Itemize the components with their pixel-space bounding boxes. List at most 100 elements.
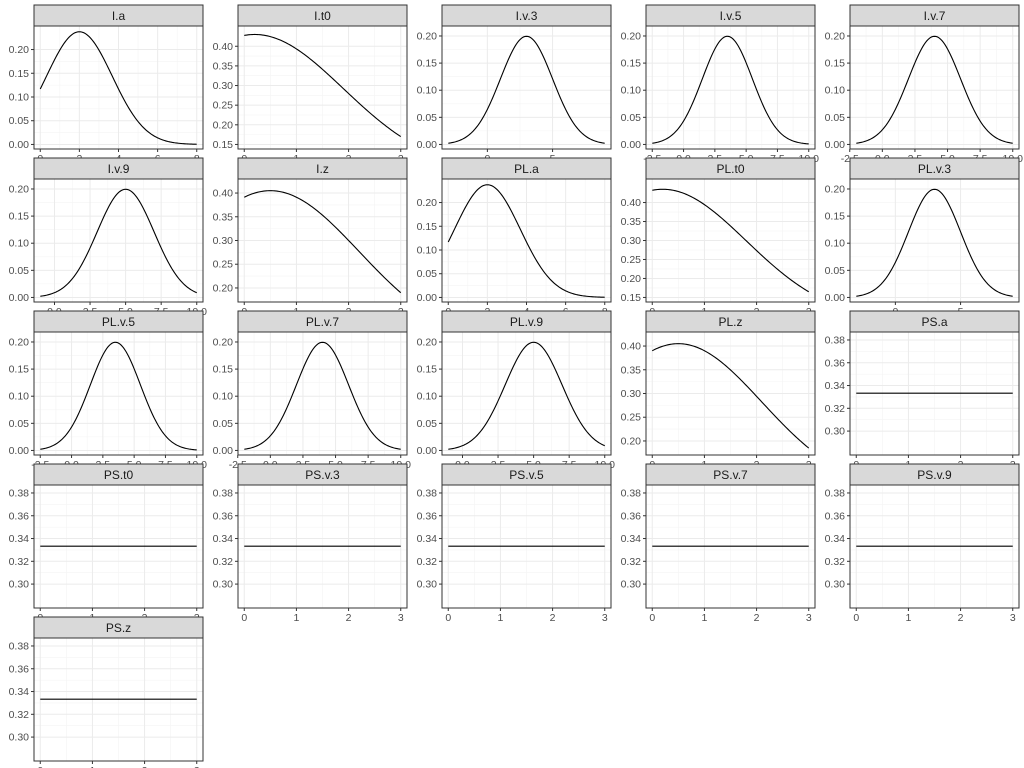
- plot-area: [442, 332, 611, 455]
- panel-border: [441, 331, 612, 456]
- y-tick-label: 0.00: [825, 139, 846, 151]
- y-tick-label: 0.20: [213, 282, 234, 294]
- series-line: [856, 188, 1013, 297]
- facet-panel: PL.v.3050.000.050.100.150.20: [825, 157, 1020, 318]
- facet-panel: I.v.7-2.50.02.55.07.510.00.000.050.100.1…: [825, 4, 1023, 165]
- x-tick-label: 0: [853, 612, 859, 624]
- panel-border: [33, 484, 204, 609]
- y-tick-label: 0.05: [213, 418, 234, 430]
- facet-panel: PS.v.5 0 1 2 3 0.30 0.32 0.34 0.36 0.38: [417, 463, 612, 624]
- x-tick-label: 3: [194, 765, 200, 768]
- plot-area: [442, 26, 611, 149]
- y-tick-label: 0.36: [9, 663, 30, 675]
- facet-title: PS.v.3: [305, 468, 340, 482]
- facet-panel: PS.z 0 1 2 3 0.30 0.32 0.34 0.36 0.38: [9, 616, 204, 768]
- panel-border: [441, 25, 612, 150]
- y-tick-label: 0.10: [9, 391, 30, 403]
- y-tick-label: 0.10: [9, 238, 30, 250]
- y-tick-label: 0.20: [417, 336, 438, 348]
- y-tick-label: 0.25: [621, 254, 642, 266]
- panel-border: [237, 484, 408, 609]
- panel-border: [33, 637, 204, 762]
- y-tick-label: 0.30: [213, 235, 234, 247]
- y-tick-label: 0.30: [213, 80, 234, 92]
- y-tick-label: 0.38: [9, 487, 30, 499]
- panel-border: [849, 331, 1020, 456]
- facet-panel: PS.v.3 0 1 2 3 0.30 0.32 0.34 0.36 0.38: [213, 463, 408, 624]
- x-tick-label: 2: [142, 765, 148, 768]
- y-tick-label: 0.15: [621, 58, 642, 70]
- y-tick-label: 0.25: [213, 259, 234, 271]
- y-tick-label: 0.10: [213, 391, 234, 403]
- facet-title: PL.v.7: [306, 315, 339, 329]
- x-tick-label: 0: [649, 612, 655, 624]
- panel-border: [645, 484, 816, 609]
- facet-title: PS.v.5: [509, 468, 544, 482]
- facet-panel: PS.a01230.300.320.340.360.38: [825, 310, 1020, 471]
- y-tick-label: 0.35: [621, 216, 642, 228]
- facet-title: PL.v.9: [510, 315, 543, 329]
- plot-area: [850, 26, 1019, 149]
- panel-border: [441, 484, 612, 609]
- panel-border: [33, 178, 204, 303]
- y-tick-label: 0.25: [621, 412, 642, 424]
- facet-panel: I.a024680.000.050.100.150.20: [9, 4, 204, 165]
- y-tick-label: 0.00: [9, 445, 30, 457]
- x-tick-label: 0: [445, 612, 451, 624]
- y-tick-label: 0.05: [417, 112, 438, 124]
- y-tick-label: 0.35: [213, 211, 234, 223]
- y-tick-label: 0.15: [825, 211, 846, 223]
- series-line: [244, 341, 401, 450]
- facet-panel: PL.z01230.200.250.300.350.40: [621, 310, 816, 471]
- y-tick-label: 0.15: [417, 364, 438, 376]
- y-tick-label: 0.00: [417, 292, 438, 304]
- y-tick-label: 0.05: [621, 112, 642, 124]
- y-tick-label: 0.30: [9, 732, 30, 744]
- y-tick-label: 0.05: [9, 265, 30, 277]
- facet-title: PL.t0: [716, 162, 744, 176]
- y-tick-label: 0.32: [417, 556, 438, 568]
- y-tick-label: 0.36: [825, 357, 846, 369]
- facet-title: I.a: [112, 9, 126, 23]
- y-tick-label: 0.10: [825, 85, 846, 97]
- y-tick-label: 0.15: [417, 58, 438, 70]
- series-line: [40, 341, 197, 451]
- y-tick-label: 0.05: [825, 265, 846, 277]
- y-tick-label: 0.30: [621, 388, 642, 400]
- y-tick-label: 0.34: [213, 533, 234, 545]
- x-tick-label: 1: [905, 612, 911, 624]
- facet-title: PS.z: [106, 621, 131, 635]
- panel-border: [849, 25, 1020, 150]
- y-tick-label: 0.00: [213, 445, 234, 457]
- y-tick-label: 0.15: [213, 139, 234, 151]
- series-line: [652, 188, 810, 293]
- y-tick-label: 0.32: [9, 556, 30, 568]
- x-tick-label: 3: [398, 612, 404, 624]
- facet-title: I.v.9: [108, 162, 130, 176]
- x-tick-label: 1: [293, 612, 299, 624]
- panel-border: [849, 484, 1020, 609]
- series-line: [448, 35, 605, 144]
- y-tick-label: 0.20: [417, 197, 438, 209]
- series-line: [39, 31, 197, 145]
- y-tick-label: 0.34: [621, 533, 642, 545]
- facet-title: I.v.7: [924, 9, 946, 23]
- x-tick-label: 2: [346, 612, 352, 624]
- y-tick-label: 0.20: [417, 30, 438, 42]
- facet-panel: PL.a024680.000.050.100.150.20: [417, 157, 612, 318]
- y-tick-label: 0.40: [213, 41, 234, 53]
- facet-panel: PL.v.5-2.50.02.55.07.510.00.000.050.100.…: [9, 310, 207, 471]
- y-tick-label: 0.30: [417, 579, 438, 591]
- y-tick-label: 0.00: [9, 139, 30, 151]
- y-tick-label: 0.36: [621, 510, 642, 522]
- y-tick-label: 0.32: [621, 556, 642, 568]
- y-tick-label: 0.20: [213, 336, 234, 348]
- facet-panel: PL.t001230.150.200.250.300.350.40: [621, 157, 816, 318]
- facet-title: PL.z: [718, 315, 742, 329]
- facet-title: PS.t0: [104, 468, 134, 482]
- facet-title: I.z: [316, 162, 329, 176]
- y-tick-label: 0.32: [825, 403, 846, 415]
- y-tick-label: 0.35: [621, 364, 642, 376]
- y-tick-label: 0.36: [213, 510, 234, 522]
- y-tick-label: 0.20: [9, 183, 30, 195]
